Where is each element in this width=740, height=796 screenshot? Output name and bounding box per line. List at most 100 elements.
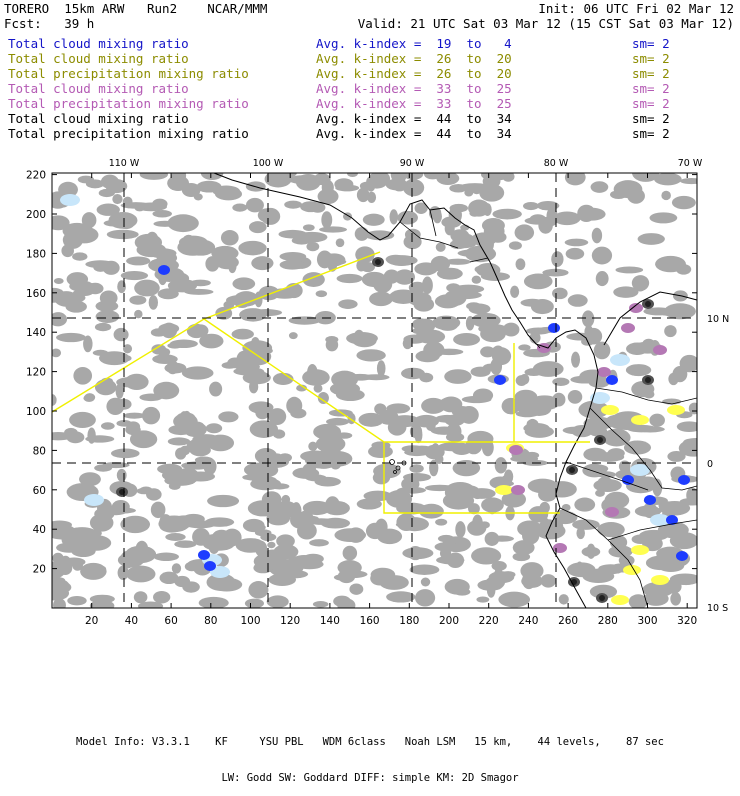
cloud-patch (153, 381, 180, 400)
cloud-patch (214, 187, 243, 201)
cloud-patch (67, 596, 87, 606)
cloud-patch (386, 591, 416, 603)
cloud-patch (352, 334, 377, 348)
y-tick-label: 60 (33, 485, 46, 497)
cloud-patch (205, 256, 220, 272)
cloud-patch (383, 269, 400, 284)
cloud-patch (106, 229, 139, 240)
cloud-patch (354, 226, 369, 241)
cloud-patch (308, 441, 318, 452)
cloud-patch (529, 395, 560, 411)
cloud-patch (540, 574, 557, 588)
cloud-patch (523, 273, 553, 290)
yellow-precip (601, 405, 619, 415)
cloud-patch (508, 241, 522, 250)
cloud-patch (71, 558, 84, 571)
cloud-patch (402, 547, 434, 560)
cloud-patch (375, 518, 388, 536)
cloud-patch (519, 373, 530, 385)
cloud-patch (376, 360, 386, 377)
cloud-patch (425, 420, 436, 432)
cloud-patch (218, 411, 239, 423)
x-tick-label: 100 (240, 615, 260, 627)
longitude-label: 70 W (678, 158, 703, 169)
y-tick-label: 140 (26, 327, 46, 339)
cloud-patch (481, 497, 504, 513)
cloud-patch (202, 537, 235, 551)
cloud-patch (583, 447, 607, 462)
cloud-patch (482, 174, 501, 189)
cloud-patch (602, 428, 631, 447)
axis-ticks (52, 173, 697, 608)
cloud-patch (432, 315, 461, 330)
blue-cloud (204, 561, 216, 571)
cloud-patch (385, 254, 407, 264)
latitude-label: 0 (707, 459, 713, 470)
cloud-patch (471, 186, 482, 195)
cloud-patch (317, 391, 329, 404)
cloud-patch (347, 173, 358, 178)
cloud-patch (652, 478, 663, 497)
cloud-patch (421, 397, 446, 414)
cloud-patch (483, 222, 505, 240)
x-tick-label: 300 (637, 615, 657, 627)
cloud-patch (121, 355, 132, 362)
cloud-patch (446, 552, 465, 568)
cloud-patch (392, 178, 407, 192)
cloud-patch (177, 173, 187, 183)
cloud-patch (116, 377, 143, 388)
cloud-patch (120, 515, 151, 534)
cloud-patch (553, 211, 581, 226)
coastline-east (603, 291, 697, 346)
cloud-patch (150, 501, 166, 519)
model-info-footer: Model Info: V3.3.1 KF YSU PBL WDM 6class… (0, 712, 740, 796)
valid-time: Valid: 21 UTC Sat 03 Mar 12 (15 CST Sat … (357, 16, 734, 31)
cloud-patch (338, 299, 358, 309)
cloud-patch (667, 450, 686, 462)
blue-cloud (644, 495, 656, 505)
cloud-patch (434, 348, 464, 356)
cloud-patch (235, 538, 266, 553)
cloud-patch (168, 424, 194, 436)
cloud-patch (552, 287, 568, 300)
cloud-patch (522, 201, 539, 211)
cloud-patch (72, 252, 88, 261)
cloud-patch (99, 290, 118, 306)
cloud-patch (272, 372, 294, 386)
cloud-patch (515, 258, 526, 271)
cloud-patch (572, 519, 600, 530)
cloud-patch (552, 392, 566, 407)
cloud-patch (117, 280, 126, 294)
magenta-cloud (553, 543, 567, 553)
legend-kindex: Avg. k-index = 44 to 34 (316, 126, 512, 141)
cloud-patch (403, 234, 422, 250)
cloud-patch (664, 325, 677, 338)
x-tick-label: 240 (518, 615, 538, 627)
cloud-patch (123, 412, 146, 419)
cloud-patch (215, 255, 239, 270)
light-blue-cloud (590, 392, 610, 404)
yellow-precip (495, 485, 513, 495)
cloud-patch (605, 414, 632, 428)
cloud-patch (407, 291, 432, 307)
legend-field: Total precipitation mixing ratio (8, 96, 249, 111)
cloud-core (645, 377, 651, 383)
cloud-patch (157, 347, 171, 357)
y-tick-label: 200 (26, 209, 46, 221)
cloud-patch (484, 576, 505, 591)
light-blue-cloud (210, 566, 230, 578)
legend-field: Total precipitation mixing ratio (8, 66, 249, 81)
cloud-patch (510, 285, 520, 298)
cloud-patch (251, 256, 274, 271)
cloud-patch (152, 354, 178, 364)
cloud-patch (414, 202, 428, 214)
cloud-patch (589, 584, 618, 599)
cloud-patch (126, 256, 151, 266)
cloud-patch (167, 279, 198, 293)
blue-cloud (548, 323, 560, 333)
cloud-patch (524, 451, 540, 459)
cloud-patch (386, 403, 411, 414)
cloud-patch (204, 517, 235, 527)
cloud-patch (247, 500, 279, 517)
cloud-patch (266, 595, 289, 608)
